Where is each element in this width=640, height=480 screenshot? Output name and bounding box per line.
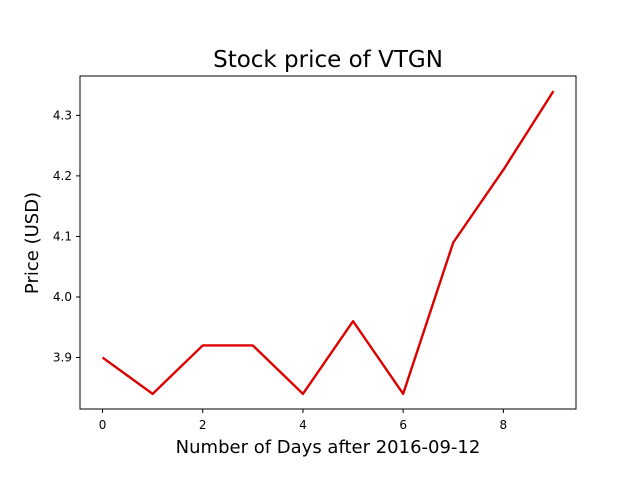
axis-ticks: 0 2 4 6 8 3.9 4.0 4.1 4.2 4.3: [53, 108, 507, 432]
x-tick-label: 6: [399, 418, 407, 432]
x-tick-label: 4: [299, 418, 307, 432]
series-layer: [101, 90, 555, 396]
plot-area-frame: [79, 75, 577, 410]
x-tick-label: 0: [99, 418, 107, 432]
y-tick-label: 3.9: [53, 351, 72, 365]
x-tick-label: 8: [500, 418, 508, 432]
y-tick-label: 4.1: [53, 229, 72, 243]
y-tick-label: 4.3: [53, 108, 72, 122]
y-tick-label: 4.2: [53, 169, 72, 183]
series-line: [101, 90, 555, 396]
x-tick-label: 2: [199, 418, 207, 432]
y-tick-label: 4.0: [53, 290, 72, 304]
y-axis-label: Price (USD): [22, 192, 43, 294]
chart-title: Stock price of VTGN: [213, 47, 443, 73]
x-axis-label: Number of Days after 2016-09-12: [176, 437, 481, 458]
